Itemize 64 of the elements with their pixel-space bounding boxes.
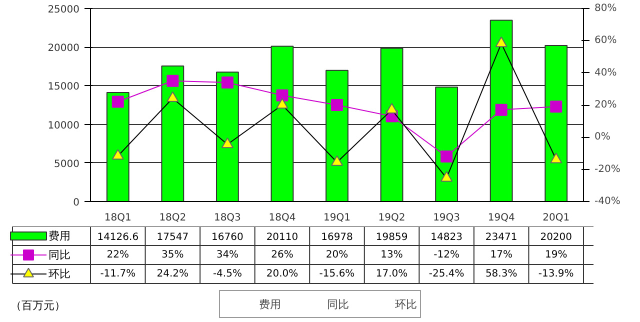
data-label: 14823 (430, 232, 462, 243)
data-label: 19859 (376, 232, 408, 243)
data-label: -12% (434, 250, 460, 260)
point (331, 99, 343, 111)
legend-label: 同比 (48, 248, 70, 262)
text: 环比 (395, 298, 417, 310)
data-label: -25.4% (428, 268, 464, 280)
y-tick-label: 5000 (54, 158, 80, 170)
y2-tick-label: 0% (594, 132, 610, 143)
data-label: -15.6% (319, 268, 355, 280)
legend-label: 环比 (48, 268, 70, 280)
point (276, 89, 288, 102)
y2-tick-label: 40% (594, 67, 617, 78)
point (166, 74, 179, 87)
y2-tick-label: 60% (594, 35, 617, 46)
x-tick-label: 18Q1 (104, 212, 132, 224)
x-tick-label: 19Q2 (378, 212, 406, 224)
data-label: 34% (216, 250, 239, 260)
data-label: 16760 (212, 232, 244, 243)
point (550, 100, 562, 113)
x-tick-label: 19Q1 (324, 212, 350, 224)
y-tick-label: 25000 (48, 4, 80, 16)
data-label: 14126.6 (97, 232, 139, 243)
y2-tick-label: -20% (594, 164, 620, 175)
data-label: 20% (326, 250, 348, 260)
y-tick-label: 20000 (48, 43, 80, 54)
point (112, 96, 124, 108)
data-label: 26% (271, 250, 294, 260)
point (221, 76, 234, 88)
y-tick-label: 10000 (48, 120, 80, 132)
data-label: 13% (380, 250, 403, 260)
y-tick-label: 0 (73, 198, 80, 208)
y2-tick-label: -40% (594, 196, 620, 207)
data-label: -4.5% (212, 268, 242, 280)
y2-tick-label: 20% (594, 100, 617, 110)
data-label: 16978 (321, 232, 353, 243)
data-label: -11.7% (100, 268, 136, 280)
data-label: 17547 (156, 232, 189, 243)
x-tick-label: 20Q1 (542, 212, 570, 224)
text: 费用 (259, 298, 281, 310)
y-tick-label: 15000 (48, 82, 80, 93)
data-label: 22% (106, 250, 130, 260)
data-label: 23471 (485, 232, 518, 243)
x-tick-label: 18Q2 (159, 212, 186, 224)
data-label: 20200 (540, 232, 572, 243)
y2-tick-label: 80% (594, 3, 617, 14)
data-label: 17.0% (376, 268, 408, 280)
data-label: 20.0% (266, 268, 298, 280)
x-tick-label: 19Q3 (433, 212, 460, 224)
point (440, 150, 453, 162)
text: （百万元） (10, 299, 66, 312)
data-label: 19% (545, 250, 568, 260)
text: 同比 (327, 298, 349, 310)
data-label: 35% (162, 250, 184, 260)
data-label: 24.2% (156, 268, 189, 280)
x-tick-label: 19Q4 (488, 212, 515, 224)
x-tick-label: 18Q3 (214, 212, 241, 224)
data-label: 20110 (266, 232, 298, 243)
point (495, 104, 508, 116)
data-label: -13.9% (538, 268, 574, 280)
x-tick-label: 18Q4 (268, 212, 296, 224)
legend-label: 费用 (48, 230, 70, 242)
data-label: 58.3% (485, 268, 518, 280)
data-label: 17% (490, 250, 512, 260)
